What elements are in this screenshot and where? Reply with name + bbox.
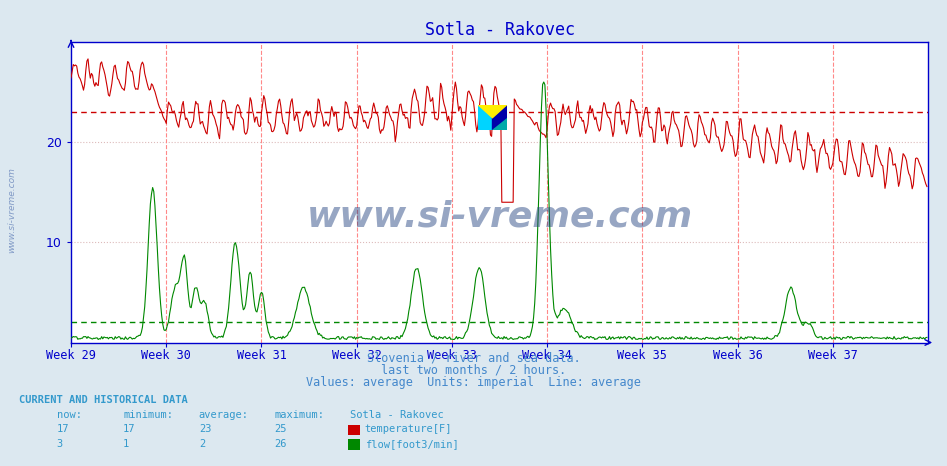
Bar [492,105,507,130]
Text: 23: 23 [199,425,211,434]
Bar [478,105,492,130]
Text: Sotla - Rakovec: Sotla - Rakovec [350,410,444,420]
Text: 2: 2 [199,439,205,449]
Text: CURRENT AND HISTORICAL DATA: CURRENT AND HISTORICAL DATA [19,395,188,405]
Title: Sotla - Rakovec: Sotla - Rakovec [424,21,575,39]
Text: 1: 1 [123,439,130,449]
Text: maximum:: maximum: [275,410,325,420]
Polygon shape [478,105,507,117]
Text: 17: 17 [57,425,69,434]
Text: 3: 3 [57,439,63,449]
Text: last two months / 2 hours.: last two months / 2 hours. [381,364,566,377]
Text: now:: now: [57,410,81,420]
Text: Slovenia / river and sea data.: Slovenia / river and sea data. [366,351,581,364]
Text: minimum:: minimum: [123,410,173,420]
Text: 25: 25 [275,425,287,434]
Text: www.si-vreme.com: www.si-vreme.com [7,167,16,253]
Text: average:: average: [199,410,249,420]
Polygon shape [492,117,507,130]
Text: Values: average  Units: imperial  Line: average: Values: average Units: imperial Line: av… [306,376,641,389]
Text: 26: 26 [275,439,287,449]
Text: www.si-vreme.com: www.si-vreme.com [307,199,692,233]
Text: flow[foot3/min]: flow[foot3/min] [365,439,458,449]
Text: temperature[F]: temperature[F] [365,425,452,434]
Text: 17: 17 [123,425,135,434]
